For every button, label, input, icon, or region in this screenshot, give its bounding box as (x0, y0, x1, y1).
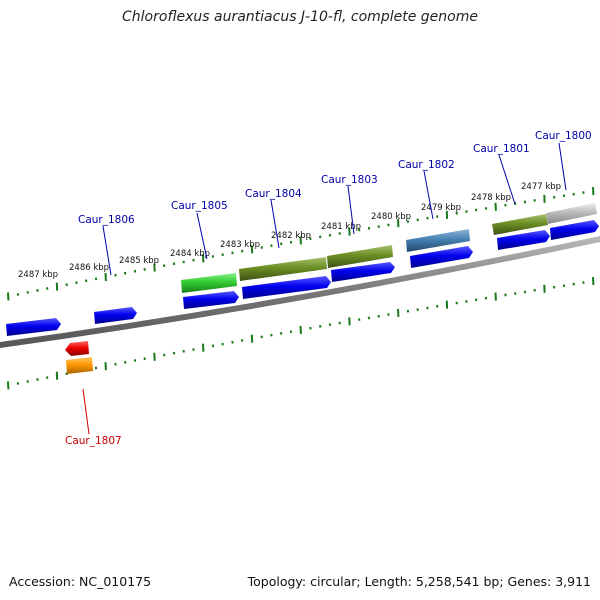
feature-bar-olive[interactable] (492, 214, 548, 235)
kbp-label: 2477 kbp (521, 182, 561, 192)
cds-arrow-forward[interactable] (94, 307, 137, 324)
cds-arrow-reverse[interactable] (65, 341, 89, 356)
topology-text: Topology: circular; Length: 5,258,541 bp… (247, 574, 591, 589)
feature-bar-steelblue[interactable] (406, 229, 470, 252)
map-title: Chloroflexus aurantiacus J-10-fl, comple… (122, 9, 478, 25)
genome-backbone (0, 236, 600, 348)
cds-arrow-forward[interactable] (497, 230, 550, 250)
cds-arrow-forward[interactable] (6, 318, 61, 336)
gene-label[interactable]: Caur_1805 (171, 200, 228, 212)
kbp-label: 2482 kbp (271, 231, 311, 241)
forward-cds-row (6, 220, 599, 336)
kbp-label: 2486 kbp (69, 263, 109, 273)
cds-arrow-forward[interactable] (183, 291, 239, 309)
kbp-label: 2478 kbp (471, 193, 511, 203)
feature-bar-gray[interactable] (546, 203, 597, 224)
outer-tick-ring (7, 187, 595, 301)
kbp-label: 2484 kbp (170, 249, 210, 259)
feature-bar-bright-green[interactable] (181, 273, 237, 293)
leader-line (196, 212, 208, 260)
kbp-label: 2481 kbp (321, 222, 361, 232)
leader-line (270, 199, 280, 249)
kbp-label: 2485 kbp (119, 256, 159, 266)
leader-line (558, 142, 567, 191)
gene-label[interactable]: Caur_1802 (398, 159, 455, 171)
gene-label[interactable]: Caur_1806 (78, 214, 135, 226)
reverse-feature-row (65, 341, 93, 374)
gene-label[interactable]: Caur_1803 (321, 174, 378, 186)
cds-arrow-forward[interactable] (242, 276, 331, 299)
leader-line (102, 225, 112, 276)
accession-text: Accession: NC_010175 (9, 574, 152, 589)
leader-line (82, 388, 90, 435)
gene-label[interactable]: Caur_1804 (245, 188, 302, 200)
kbp-label: 2487 kbp (18, 270, 58, 280)
cds-arrow-forward[interactable] (331, 262, 395, 282)
leader-line (498, 154, 516, 205)
feature-bar-olive[interactable] (327, 245, 393, 268)
cds-arrow-forward[interactable] (550, 220, 599, 240)
forward-feature-row (181, 203, 597, 293)
kbp-label: 2479 kbp (421, 203, 461, 213)
cds-arrow-forward[interactable] (410, 246, 473, 268)
gene-label[interactable]: Caur_1807 (65, 435, 122, 447)
leader-line (423, 170, 434, 220)
feature-bar-olive[interactable] (239, 257, 327, 281)
gene-label[interactable]: Caur_1801 (473, 143, 530, 155)
gene-label[interactable]: Caur_1800 (535, 130, 592, 142)
kbp-label: 2480 kbp (371, 212, 411, 222)
feature-bar-orange[interactable] (66, 357, 93, 374)
leader-line (347, 185, 355, 235)
kbp-label: 2483 kbp (220, 240, 260, 250)
